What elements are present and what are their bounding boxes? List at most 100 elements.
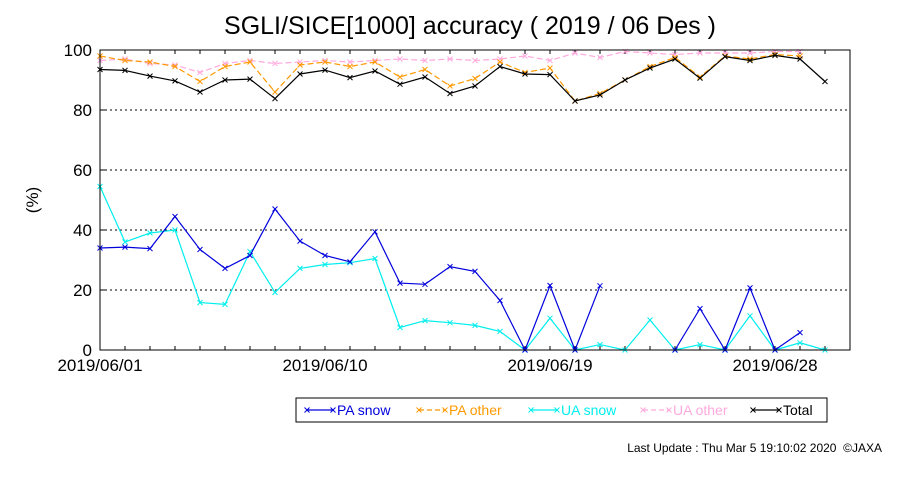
data-point [297,71,303,77]
data-point [347,258,353,265]
legend-label: PA other [449,402,502,418]
data-point [547,71,553,78]
data-point [122,67,128,74]
data-point [497,63,503,70]
y-tick-label: 0 [83,341,92,360]
data-point [147,245,153,252]
legend: PA snow PA other UA snow UA other Total [295,397,828,423]
data-point [647,50,653,56]
data-point [322,252,328,259]
data-point [547,57,553,64]
data-point [547,315,553,322]
data-point [447,83,453,89]
data-point [647,65,653,71]
series-total [97,52,828,104]
data-point [472,322,478,329]
copyright-text: ©JAXA [843,441,882,455]
y-tick-label: 40 [73,221,92,240]
data-point [597,54,603,61]
data-point [797,339,803,346]
legend-item: UA other [640,402,728,418]
data-point [472,268,478,275]
data-point [697,305,703,312]
data-point [422,57,428,64]
data-point [122,244,128,250]
data-point [372,228,378,235]
y-tick-label: 100 [64,41,92,60]
data-point [647,317,653,323]
data-point [447,56,453,62]
data-point [722,53,728,60]
data-point [347,74,353,81]
data-point [447,263,453,270]
data-point [597,282,603,289]
legend-item: PA snow [304,402,391,418]
data-point [272,60,278,67]
data-point [747,285,753,291]
series-pa-other [97,51,803,104]
y-axis-label: (%) [23,187,42,213]
data-point [297,238,303,244]
data-point [397,280,403,286]
series-line [674,286,801,352]
data-point [197,69,203,76]
data-point [372,68,378,74]
data-point [122,57,128,64]
data-point [197,89,203,95]
data-point [297,265,303,272]
data-point [197,299,203,306]
legend-item: UA snow [528,402,617,418]
data-point [422,317,428,324]
data-point [147,59,153,65]
data-point [547,282,553,289]
data-point [247,76,253,82]
data-point [397,74,403,80]
data-point [572,98,578,104]
data-point [747,50,753,56]
legend-item: Total [750,402,813,418]
data-point [347,59,353,65]
data-point [172,227,178,233]
x-tick-label: 2019/06/01 [57,356,142,375]
data-point [247,59,253,65]
data-point [797,329,803,336]
data-point [222,77,228,83]
data-point [272,206,278,212]
data-point [272,89,278,95]
data-point [472,57,478,64]
data-point [122,239,128,245]
data-point [422,66,428,73]
data-point [472,83,478,89]
data-point [372,255,378,262]
data-point [497,59,503,65]
series-ua-snow [97,183,828,353]
legend-label: UA other [673,402,728,418]
data-point [797,56,803,62]
x-tick-label: 2019/06/10 [282,356,367,375]
data-point [772,52,778,59]
y-tick-label: 20 [73,281,92,300]
data-point [172,213,178,220]
data-point [622,77,628,83]
data-point [222,301,228,308]
data-point [222,63,228,70]
data-point [597,92,603,98]
data-point [322,67,328,73]
series-pa-snow [97,206,803,353]
data-point [297,62,303,68]
y-tick-label: 80 [73,101,92,120]
data-point [697,75,703,82]
legend-label: UA snow [561,402,617,418]
data-point [372,59,378,65]
plot-frame [99,49,851,351]
data-point [197,246,203,253]
data-point [272,289,278,296]
data-point [222,265,228,272]
data-point [497,297,503,304]
data-point [422,74,428,80]
data-point [472,75,478,82]
data-point [397,324,403,331]
series-line [99,50,800,74]
data-point [547,65,553,71]
y-tick-label: 60 [73,161,92,180]
